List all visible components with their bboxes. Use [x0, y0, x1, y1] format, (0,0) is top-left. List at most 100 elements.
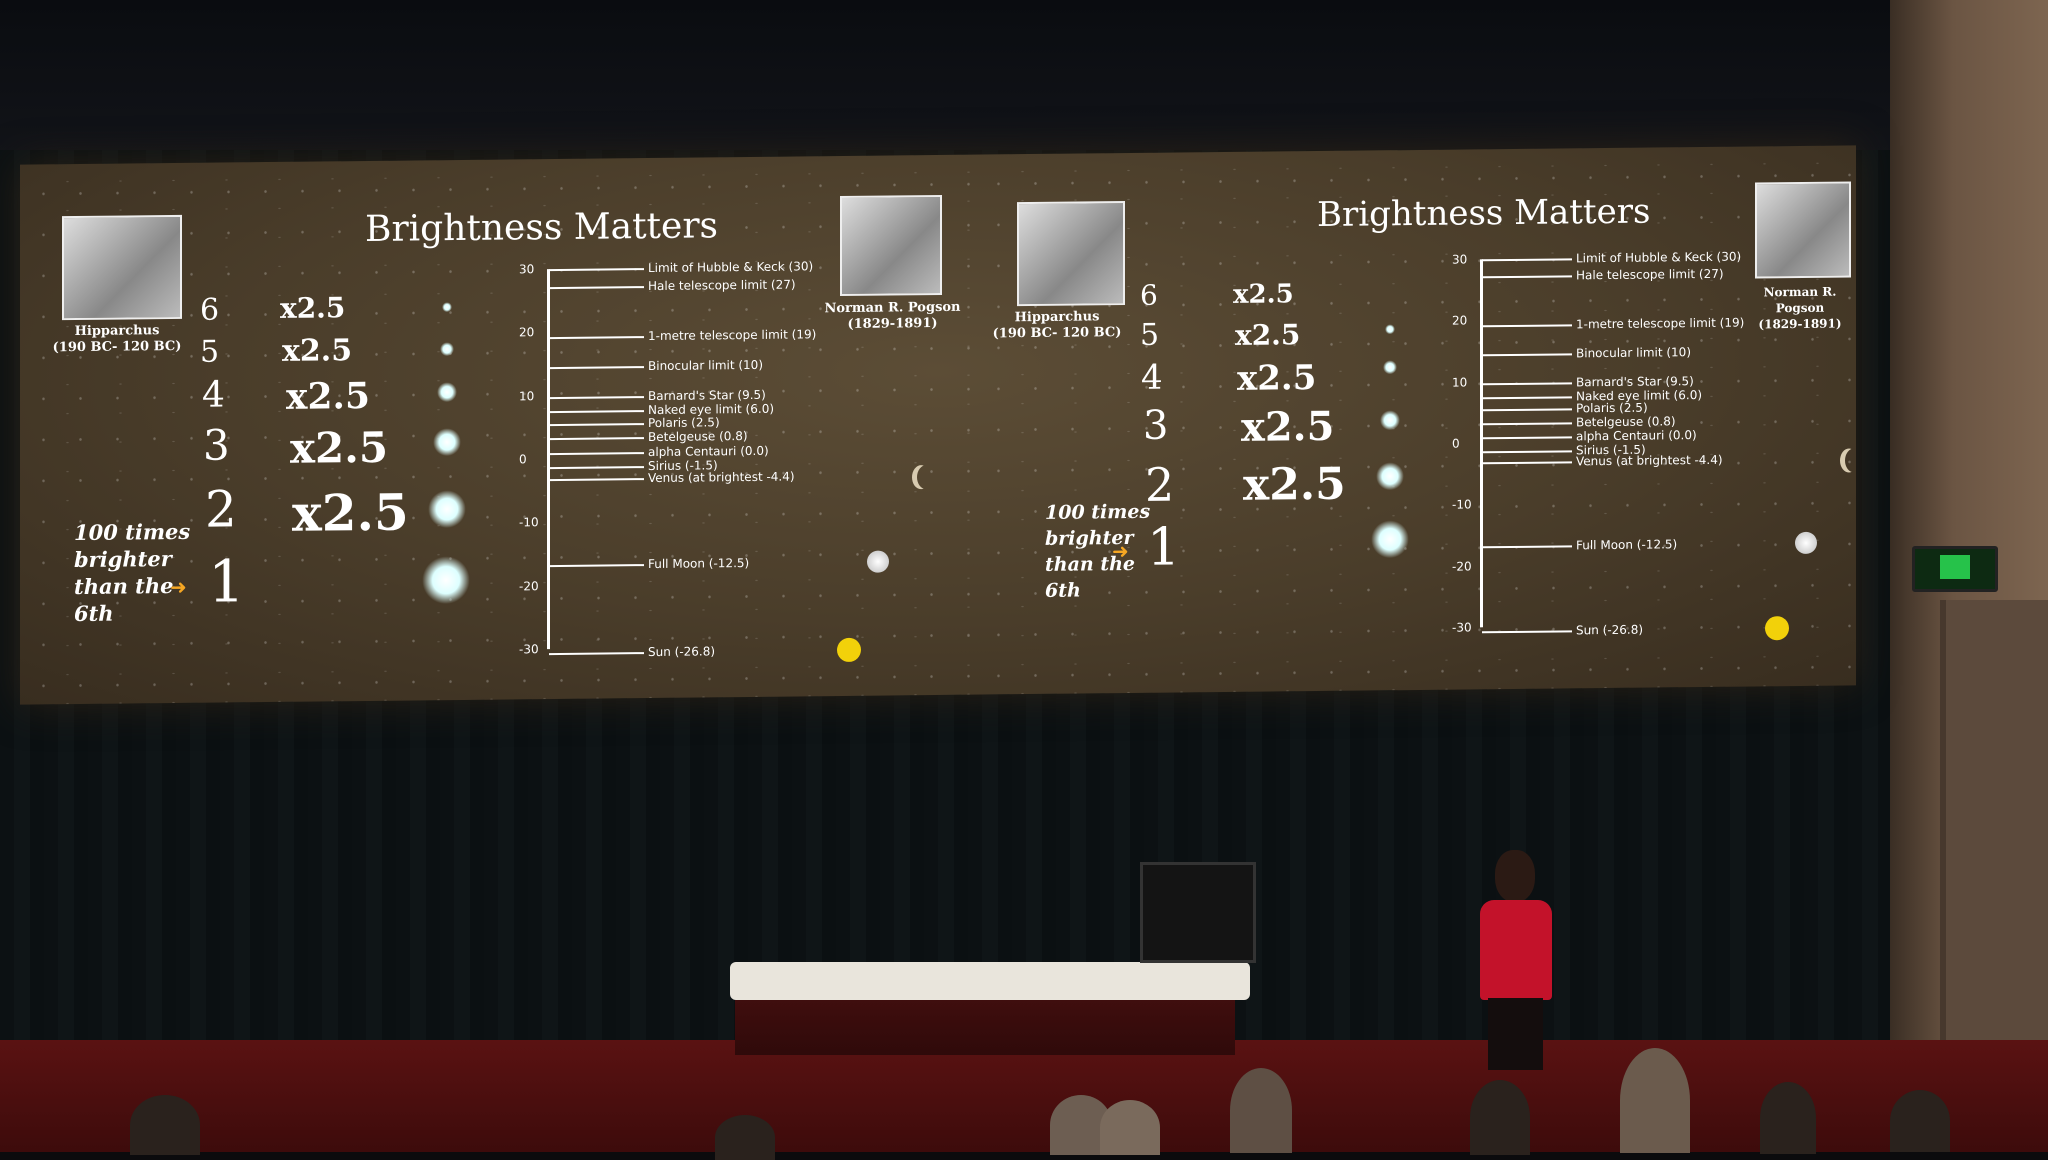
star-dot	[1385, 324, 1395, 335]
hipparchus-portrait	[62, 214, 182, 321]
presenter	[1460, 850, 1570, 1070]
magnitude-3: 3	[1143, 402, 1169, 449]
sun-icon	[1765, 615, 1789, 641]
star-dot	[428, 489, 466, 529]
pogson-dates: (1829-1891)	[847, 316, 938, 332]
moon-icon	[1795, 531, 1817, 554]
ceiling	[0, 0, 2048, 160]
object-label: Binocular limit (10)	[648, 357, 763, 374]
axis-tick-label: 0	[519, 452, 527, 467]
pogson-dates: (1829-1891)	[1758, 316, 1842, 332]
axis-tick-label: -10	[519, 515, 539, 530]
object-label: Hale telescope limit (27)	[1576, 267, 1724, 283]
note-line: 6th	[1045, 579, 1081, 602]
star-dot	[433, 427, 461, 457]
object-label: 1-metre telescope limit (19)	[1576, 315, 1745, 332]
note-line: 6th	[74, 600, 114, 627]
brightness-note: 100 times brighter than the 6th	[74, 518, 190, 627]
axis-tick-label: -10	[1452, 497, 1472, 512]
object-label: Binocular limit (10)	[1576, 345, 1691, 361]
exit-door	[1940, 600, 2048, 1070]
object-label: alpha Centauri (0.0)	[1576, 428, 1697, 444]
magnitude-1: 1	[208, 547, 245, 616]
axis-tick-label: 30	[1452, 252, 1468, 267]
multiplier: x2.5	[1233, 279, 1294, 310]
slide-right: Hipparchus (190 BC- 120 BC) Brightness M…	[975, 145, 1855, 695]
magnitude-axis	[547, 269, 550, 650]
presenter-head	[1495, 850, 1535, 902]
venus-crescent-icon	[917, 465, 935, 489]
slide-left: Hipparchus (190 BC- 120 BC) Brightness M…	[20, 154, 980, 705]
hipparchus-dates: (190 BC- 120 BC)	[52, 338, 182, 356]
object-label: 1-metre telescope limit (19)	[648, 327, 817, 344]
audience-head	[130, 1095, 200, 1155]
note-line: brighter	[1045, 526, 1134, 550]
star-dot	[1376, 462, 1404, 491]
star-dot	[440, 342, 454, 357]
object-label: Limit of Hubble & Keck (30)	[648, 259, 814, 276]
audience-head	[1470, 1080, 1530, 1155]
multiplier: x2.5	[1237, 358, 1317, 399]
star-dot	[1380, 410, 1400, 431]
audience-head	[1100, 1100, 1160, 1155]
note-line: 100 times	[74, 518, 191, 546]
note-line: 100 times	[1045, 500, 1151, 524]
object-label: Full Moon (-12.5)	[648, 555, 750, 572]
hipparchus-caption: Hipparchus (190 BC- 120 BC)	[987, 309, 1127, 342]
object-label: Betelgeuse (0.8)	[648, 428, 748, 445]
moon-icon	[867, 550, 889, 573]
pogson-name: Norman R. Pogson	[824, 299, 961, 317]
hipparchus-name: Hipparchus	[1014, 309, 1100, 326]
brightness-note: 100 times brighter than the 6th	[1045, 499, 1150, 604]
axis-tick-label: -30	[519, 642, 539, 657]
note-line: than the	[1045, 552, 1136, 576]
axis-tick-label: 0	[1452, 436, 1460, 451]
axis-tick-label: -20	[1452, 559, 1472, 574]
star-dot	[1383, 360, 1397, 375]
axis-tick-label: -30	[1452, 620, 1472, 635]
multiplier: x2.5	[1235, 318, 1301, 352]
pogson-caption: Norman R. Pogson (1829-1891)	[820, 300, 965, 334]
magnitude-5: 5	[1140, 317, 1160, 353]
object-label: Full Moon (-12.5)	[1576, 536, 1678, 552]
audience-head	[1620, 1048, 1690, 1153]
audience-head	[715, 1115, 775, 1160]
axis-tick-label: 30	[519, 262, 535, 277]
arrow-icon: ➜	[1112, 539, 1129, 564]
object-label: Venus (at brightest -4.4)	[1576, 453, 1723, 469]
axis-tick-label: 20	[519, 325, 535, 340]
axis-tick-label: 20	[1452, 313, 1468, 328]
multiplier: x2.5	[286, 374, 371, 418]
star-dot	[442, 302, 452, 313]
object-label: Limit of Hubble & Keck (30)	[1576, 249, 1742, 266]
object-label: Barnard's Star (9.5)	[648, 387, 766, 404]
object-label: Polaris (2.5)	[1576, 400, 1648, 416]
magnitude-1: 1	[1147, 517, 1181, 578]
monitor	[1140, 862, 1256, 963]
hipparchus-portrait	[1017, 201, 1125, 307]
axis-tick-label: 10	[519, 388, 535, 404]
presenter-legs	[1488, 998, 1543, 1070]
desk-top	[730, 962, 1250, 1000]
multiplier: x2.5	[292, 482, 409, 543]
presenter-body	[1480, 900, 1552, 1000]
slide-title: Brightness Matters	[365, 205, 719, 251]
object-label: Sun (-26.8)	[1576, 622, 1644, 638]
hipparchus-dates: (190 BC- 120 BC)	[992, 325, 1122, 342]
slide-title: Brightness Matters	[1317, 191, 1651, 236]
audience-head	[1890, 1090, 1950, 1152]
pogson-name: Norman R. Pogson	[1763, 284, 1837, 316]
multiplier: x2.5	[290, 422, 389, 473]
star-dot	[1371, 520, 1409, 559]
projection-screen: Hipparchus (190 BC- 120 BC) Brightness M…	[20, 145, 1856, 705]
stage-floor	[0, 1040, 2048, 1152]
sun-icon	[837, 637, 861, 663]
magnitude-6: 6	[200, 292, 220, 328]
multiplier: x2.5	[1241, 402, 1335, 451]
object-label: Hale telescope limit (27)	[648, 277, 796, 294]
object-label: Venus (at brightest -4.4)	[648, 469, 795, 486]
star-dot	[437, 382, 457, 403]
audience-head	[1230, 1068, 1292, 1153]
arrow-icon: ➜	[170, 574, 187, 600]
multiplier: x2.5	[1243, 458, 1346, 511]
